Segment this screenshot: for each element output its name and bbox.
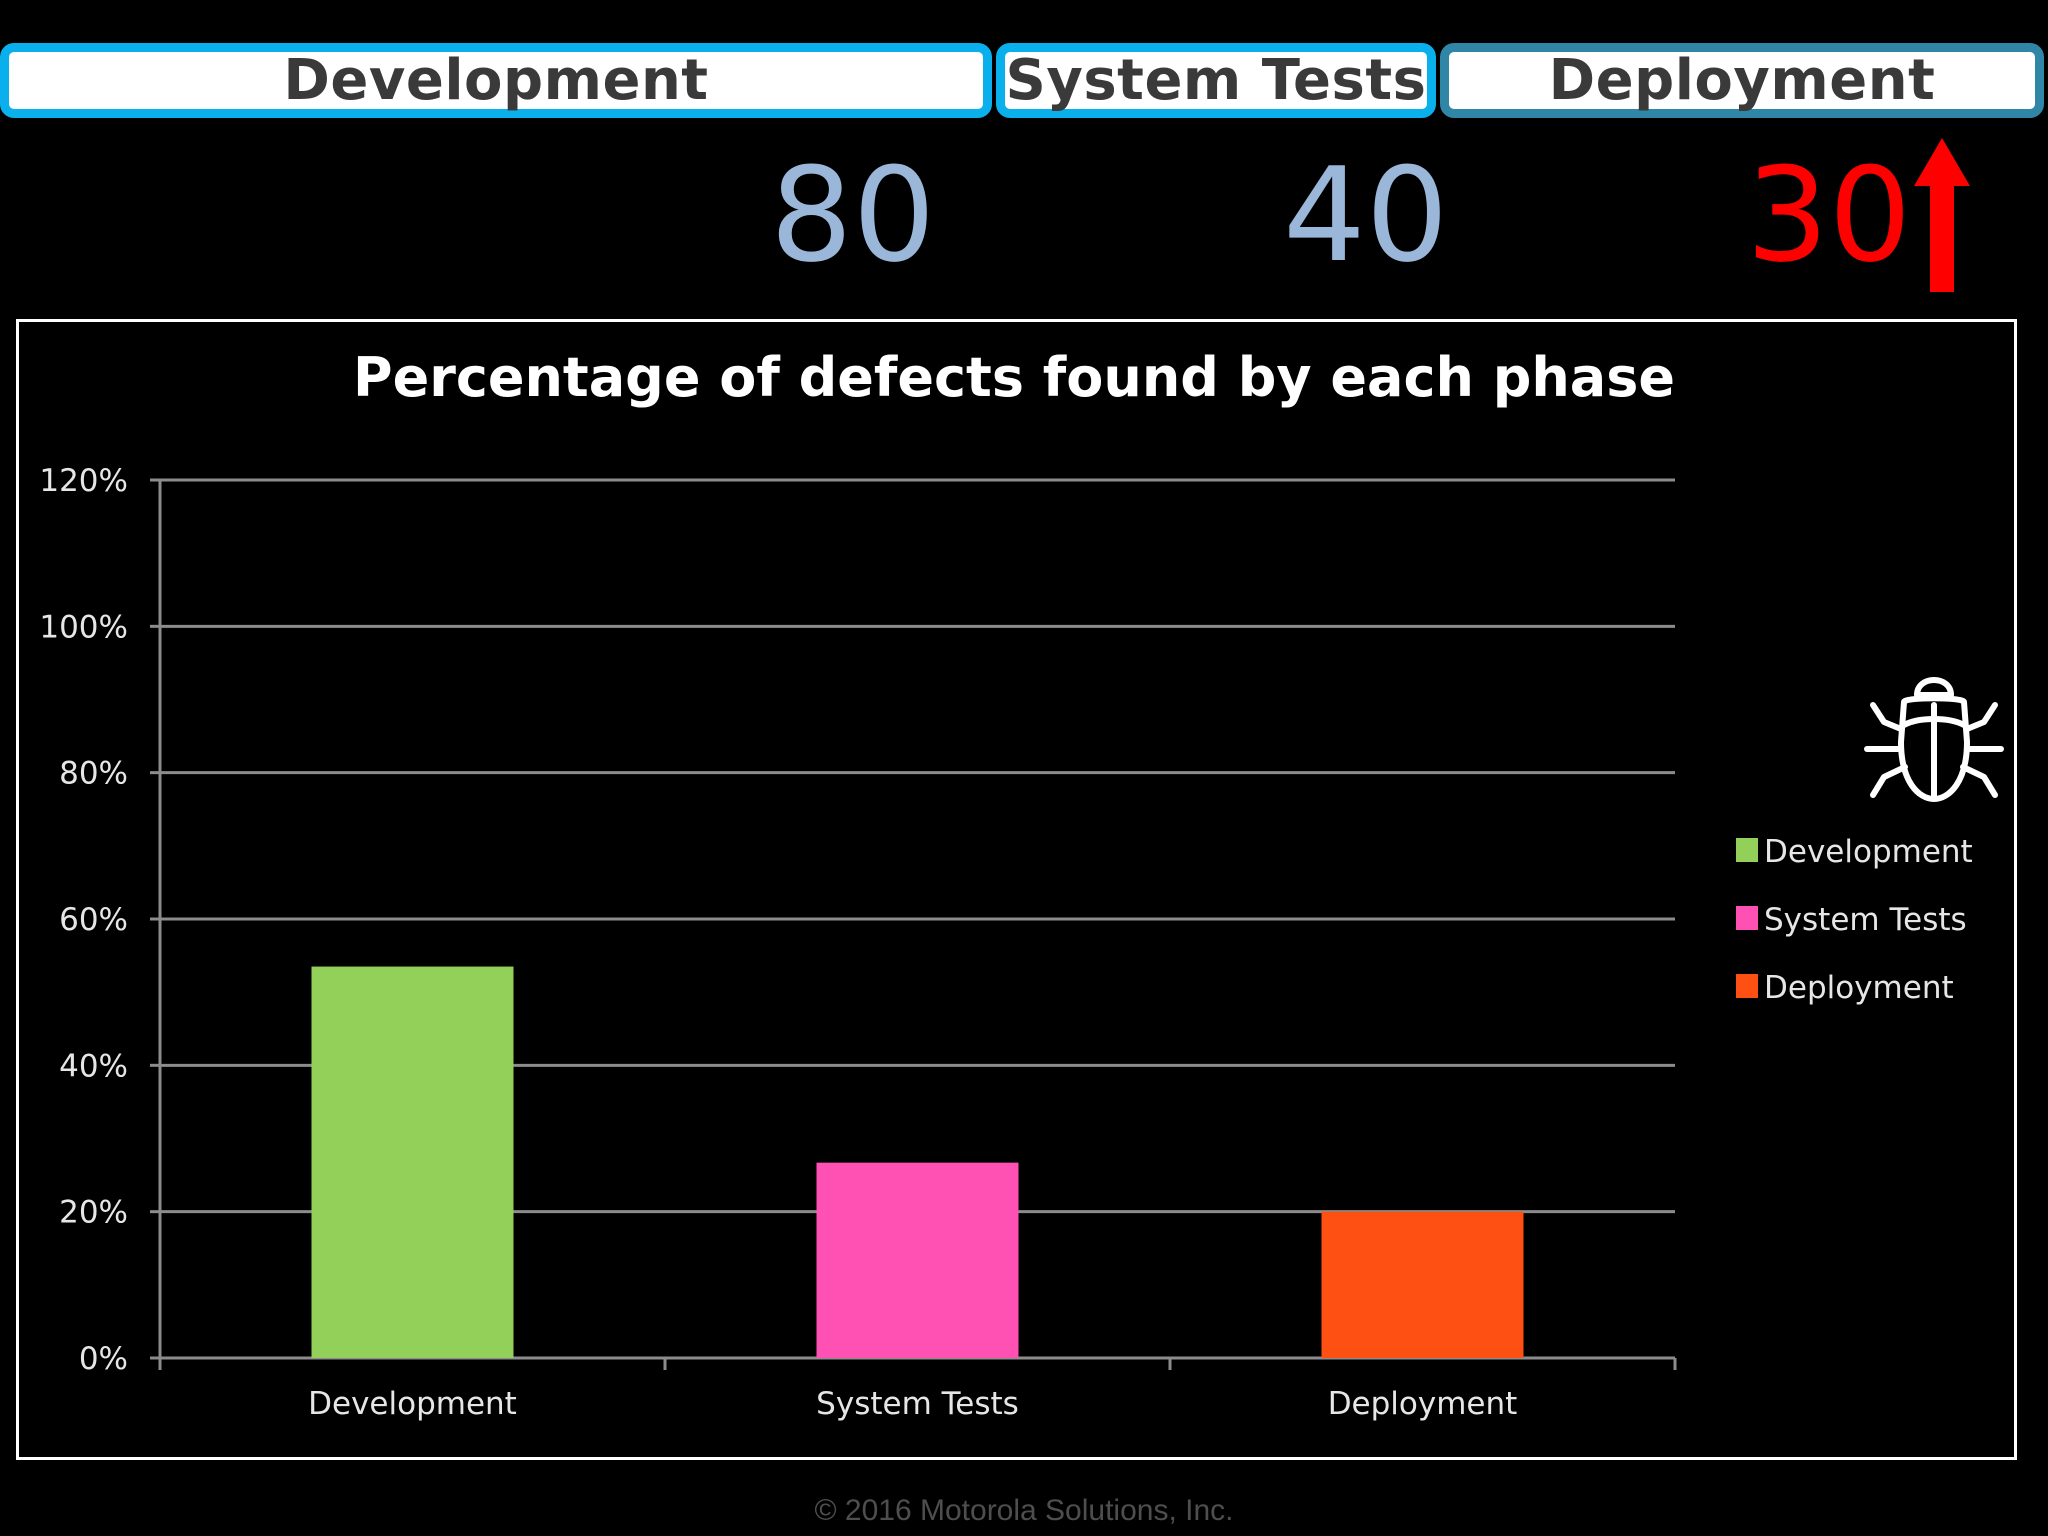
x-tick-label: Development [308,1386,517,1422]
y-tick-label: 60% [59,902,128,938]
bug-icon [1864,677,2004,802]
chart-panel: Percentage of defects found by each phas… [16,319,2017,1460]
y-tick-label: 0% [79,1341,128,1377]
up-arrow-icon [1914,138,1970,292]
legend-swatch [1736,906,1758,930]
y-tick-label: 20% [59,1195,128,1231]
chart-title: Percentage of defects found by each phas… [353,346,1675,409]
tab-system-tests[interactable]: System Tests [996,43,1436,118]
x-tick-label: System Tests [816,1386,1019,1422]
bar [1321,1211,1524,1358]
legend-swatch [1736,974,1758,998]
legend-label: Deployment [1764,970,1954,1006]
y-tick-label: 120% [39,463,128,499]
bar [816,1162,1019,1358]
deployment-count: 30 [1746,139,1912,291]
legend-label: System Tests [1764,902,1967,938]
legend-swatch [1736,838,1758,862]
bar [311,966,514,1358]
tab-development[interactable]: Development [0,43,992,118]
x-tick-label: Deployment [1328,1386,1518,1422]
y-tick-label: 40% [59,1048,128,1084]
y-tick-label: 100% [39,609,128,645]
development-count: 80 [770,139,936,291]
copyright-footer: © 2016 Motorola Solutions, Inc. [814,1494,1234,1527]
legend-label: Development [1764,834,1973,870]
y-tick-label: 80% [59,756,128,792]
system-tests-count: 40 [1283,139,1449,291]
bar-chart: Percentage of defects found by each phas… [39,346,1973,1422]
tab-deployment[interactable]: Deployment [1440,43,2044,118]
